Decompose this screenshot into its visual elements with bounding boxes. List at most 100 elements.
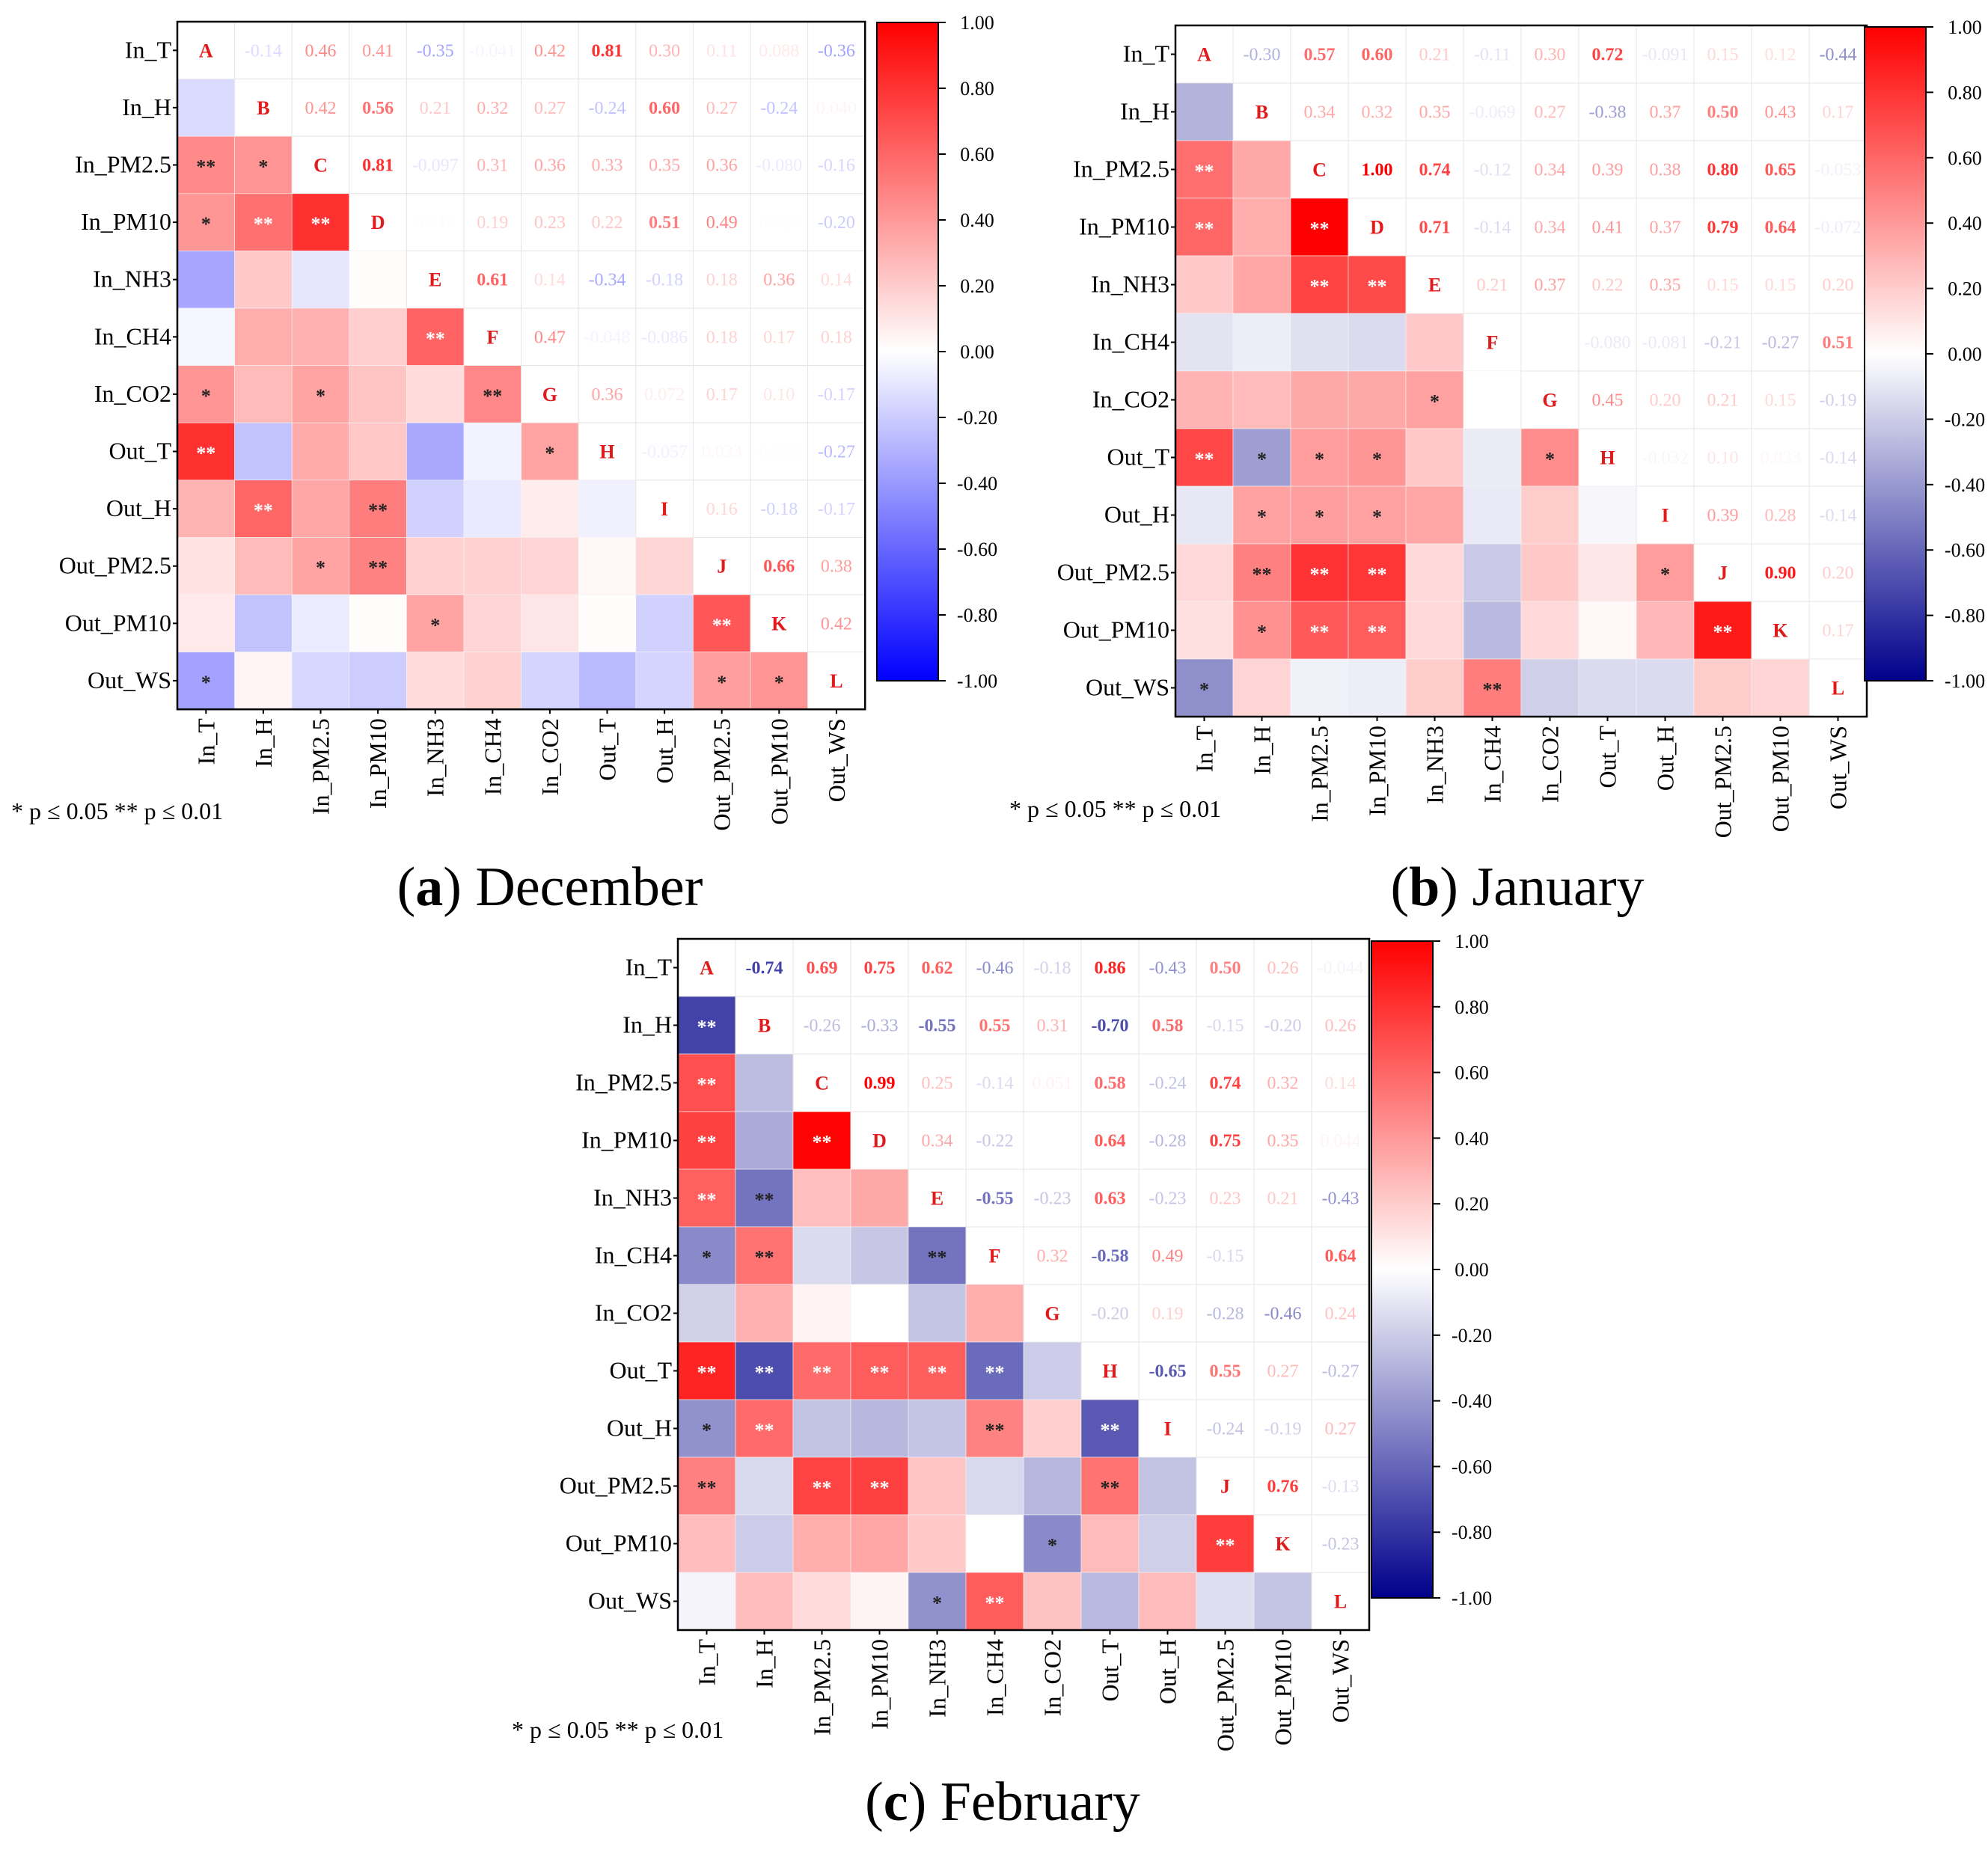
value-cell [908,996,967,1055]
correlation-value: 0.42 [534,41,566,61]
colorbar-tick-label: -0.40 [1452,1391,1492,1412]
significance-marker: ** [755,1362,774,1384]
correlation-cell [406,594,465,652]
correlation-value: 0.22 [592,213,623,233]
correlation-value: -0.18 [760,500,798,519]
value-cell [463,250,522,309]
correlation-value: -0.55 [976,1189,1014,1209]
correlation-cell [291,422,350,481]
correlation-value: 0.32 [1362,103,1393,123]
correlation-value: 0.39 [1592,161,1624,180]
value-cell [1253,1457,1312,1516]
colorbar-tick-label: -0.20 [1945,408,1985,430]
diagonal-label: B [1256,102,1268,123]
value-cell [1138,1168,1197,1228]
diagonal-label: H [599,441,614,463]
column-label: In_PM2.5 [1306,726,1333,822]
value-cell [1311,1226,1370,1285]
row-label: Out_WS [588,1587,672,1614]
correlation-cell [792,1514,851,1573]
significance-marker: * [1660,564,1670,586]
significance-marker: ** [755,1189,774,1211]
row-label: In_PM10 [581,1127,672,1154]
correlation-cell [635,537,694,595]
value-cell [692,79,751,137]
value-cell [1080,938,1140,997]
correlation-value: -0.14 [976,1074,1014,1094]
significance-marker: * [316,385,325,407]
row-label: In_PM10 [81,208,171,235]
value-cell [635,422,694,481]
correlation-cell [406,480,465,538]
diagonal-cell [1080,1341,1140,1400]
significance-marker: * [201,672,211,693]
correlation-value: 0.43 [1765,103,1796,123]
correlation-cell [463,365,522,423]
correlation-cell [234,251,293,309]
significance-marker: ** [196,156,215,178]
correlation-value: 0.46 [305,41,337,61]
significance-marker: ** [1368,622,1387,643]
correlation-cell [735,1341,794,1400]
correlation-cell [177,594,235,652]
correlation-cell [349,594,407,652]
value-cell [692,365,751,423]
correlation-cell [677,1111,736,1170]
colorbar-tick-label: 0.40 [1948,212,1982,234]
correlation-value: 0.24 [1325,1305,1357,1324]
correlation-value: -0.24 [589,99,626,118]
value-cell [1196,1341,1255,1400]
colorbar-tick-label: 0.40 [1455,1127,1489,1149]
correlation-value: 0.051 [1033,1074,1073,1094]
significance-marker: * [1315,506,1324,528]
column-label: In_CO2 [1039,1639,1066,1716]
value-cell [349,135,407,195]
correlation-cell [677,1284,736,1343]
correlation-value: 0.63 [1095,1189,1126,1209]
correlation-cell [177,422,235,481]
value-cell [1138,1341,1197,1400]
correlation-value: 0.51 [1823,334,1854,353]
correlation-cell [1023,1399,1082,1458]
row-label: In_PM2.5 [575,1069,672,1096]
diagonal-label: L [1832,678,1844,699]
heatmap-panel-b: A -0.30 0.57 0.60 0.21 -0.11 0.30 0.72 -0.091 0.1… [1009,16,1985,918]
caption-text: December [462,857,703,918]
correlation-value: -0.080 [756,156,802,176]
value-cell [1080,1053,1140,1112]
column-label: Out_H [1154,1639,1181,1704]
correlation-value: 0.14 [534,271,566,290]
correlation-value: -0.27 [1322,1362,1360,1382]
value-cell [1636,370,1695,429]
correlation-value: -0.072 [1815,218,1862,238]
correlation-cell [1290,255,1349,314]
correlation-value: 0.17 [1823,103,1854,123]
correlation-value: 0.37 [1650,218,1681,238]
correlation-cell [1693,658,1752,717]
colorbar-tick-label: 0.20 [960,275,994,297]
colorbar-tick-label: -0.60 [957,539,997,560]
value-cell [578,250,637,309]
correlation-value: -0.13 [1322,1477,1360,1497]
correlation-cell [908,1514,967,1573]
colorbar-tick-label: 0.80 [1948,82,1982,103]
correlation-cell [177,193,235,251]
colorbar-tick-label: -0.60 [1945,539,1985,561]
colorbar-tick-label: -0.80 [957,604,997,626]
diagonal-label: J [717,556,727,578]
correlation-value: -0.041 [469,41,516,61]
correlation-cell [677,1226,736,1285]
correlation-value: 0.27 [706,99,738,118]
diagonal-cell [735,996,794,1055]
column-label: In_NH3 [422,718,449,797]
value-cell [1253,1053,1312,1112]
correlation-value: -0.30 [1244,46,1281,65]
significance-marker: ** [1195,218,1214,240]
value-cell [692,21,751,80]
correlation-cell [1520,601,1579,660]
value-cell [908,1053,967,1112]
column-label: In_CH4 [479,718,506,795]
diagonal-label: L [1334,1591,1347,1613]
value-cell [1311,1168,1370,1228]
correlation-cell [291,594,350,652]
